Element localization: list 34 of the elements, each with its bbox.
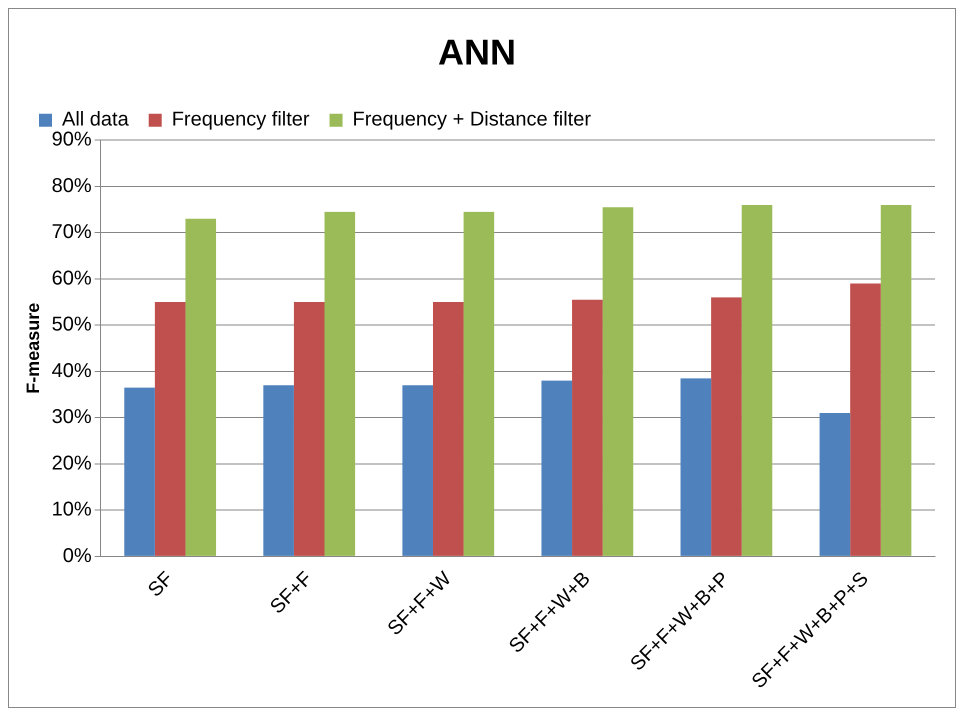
bar — [263, 385, 294, 556]
bar — [711, 297, 742, 556]
chart-title: ANN — [438, 32, 516, 73]
bar — [742, 204, 772, 556]
y-tick-label: 70% — [52, 221, 92, 244]
bar — [820, 413, 850, 556]
y-tick-label: 50% — [52, 314, 92, 336]
bar — [572, 300, 603, 556]
bar — [185, 218, 216, 556]
y-tick-label: 20% — [52, 452, 92, 474]
bar — [124, 388, 155, 556]
bar — [541, 380, 572, 556]
y-tick-label: 80% — [52, 174, 92, 197]
bar — [402, 385, 433, 556]
y-tick-label: 10% — [52, 498, 92, 521]
legend-label: Frequency + Distance filter — [352, 108, 592, 131]
y-axis-title: F-measure — [22, 302, 43, 394]
legend-label: Frequency filter — [172, 108, 310, 131]
bar — [294, 302, 325, 556]
y-tick-label: 90% — [52, 128, 92, 151]
bar — [850, 284, 881, 556]
y-tick-label: 40% — [52, 360, 92, 382]
bar — [464, 212, 494, 556]
bar — [602, 207, 634, 556]
bar — [680, 378, 712, 556]
y-tick-label: 30% — [52, 406, 92, 428]
bar — [154, 302, 186, 556]
legend-label: All data — [62, 108, 130, 131]
bar — [880, 204, 912, 556]
bar — [432, 302, 464, 556]
y-tick-label: 60% — [52, 267, 92, 290]
bar — [324, 212, 356, 556]
y-tick-label: 0% — [62, 544, 92, 567]
x-tick-label: SF — [144, 568, 178, 602]
